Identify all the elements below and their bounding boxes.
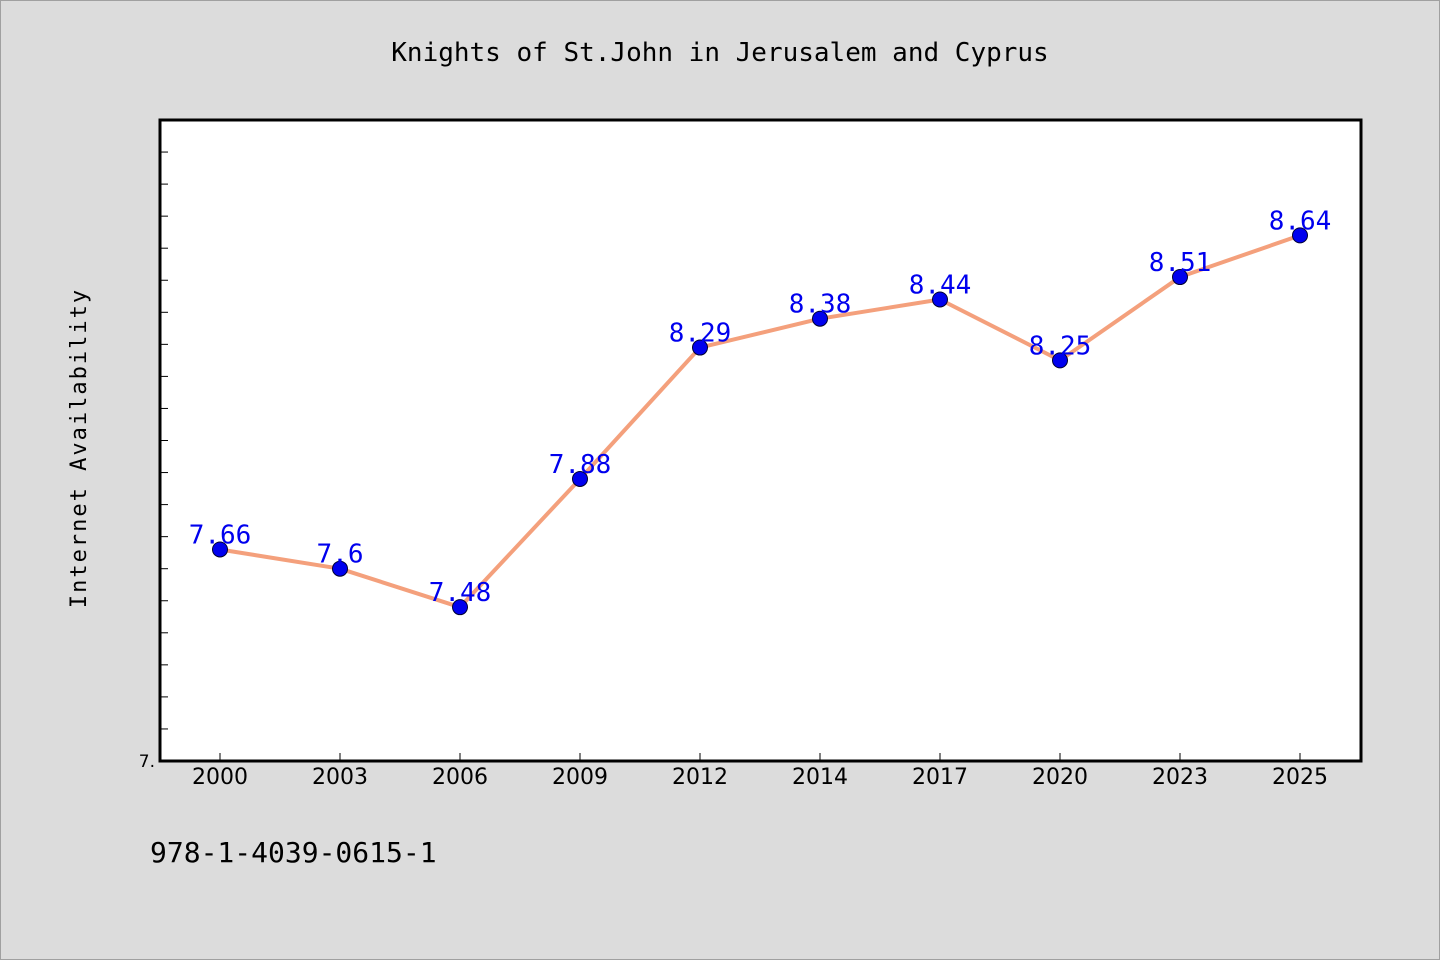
data-label: 7.6	[317, 540, 364, 570]
x-tick-label: 2003	[312, 765, 368, 790]
data-label: 7.48	[429, 578, 492, 608]
data-point	[212, 541, 228, 558]
data-label: 7.66	[189, 520, 252, 550]
x-tick-label: 2020	[1032, 765, 1088, 790]
data-label: 7.88	[549, 450, 612, 480]
data-point	[332, 560, 348, 577]
y-tick-label: 7.	[139, 752, 155, 772]
data-label: 8.38	[789, 290, 852, 320]
data-point	[692, 339, 708, 356]
x-tick-label: 2000	[192, 765, 248, 790]
x-axis-ticks: 2000 2003 2006 2009 2012 2014 2017 2020 2023 2025	[192, 753, 1328, 790]
data-label: 8.25	[1029, 331, 1092, 361]
data-label-layer: 7.66 7.6 7.48 7.88 8.29 8.38 8.44 8.25 8.51 8.64	[189, 206, 1332, 608]
x-tick-label: 2025	[1272, 765, 1328, 790]
data-point	[1292, 227, 1308, 244]
data-point	[932, 291, 948, 308]
y-axis-label: Internet Availability	[67, 288, 92, 608]
x-tick-label: 2023	[1152, 765, 1208, 790]
plot-area	[158, 118, 1363, 763]
x-tick-label: 2014	[792, 765, 848, 790]
isbn-label: 978-1-4039-0615-1	[150, 836, 437, 869]
x-tick-label: 2006	[432, 765, 488, 790]
data-label: 8.44	[909, 270, 972, 300]
chart-title: Knights of St.John in Jerusalem and Cypr…	[391, 38, 1048, 68]
data-point	[572, 470, 588, 487]
data-point	[812, 310, 828, 327]
x-tick-label: 2017	[912, 765, 968, 790]
data-label: 8.64	[1269, 206, 1332, 236]
y-axis-ticks	[160, 151, 168, 730]
data-point	[452, 599, 468, 616]
x-tick-label: 2012	[672, 765, 728, 790]
data-label: 8.51	[1149, 248, 1212, 278]
series-layer	[212, 227, 1308, 616]
x-tick-label: 2009	[552, 765, 608, 790]
data-point	[1172, 269, 1188, 286]
series-line	[219, 233, 1301, 610]
data-label: 8.29	[669, 319, 732, 349]
data-point	[1052, 352, 1068, 369]
